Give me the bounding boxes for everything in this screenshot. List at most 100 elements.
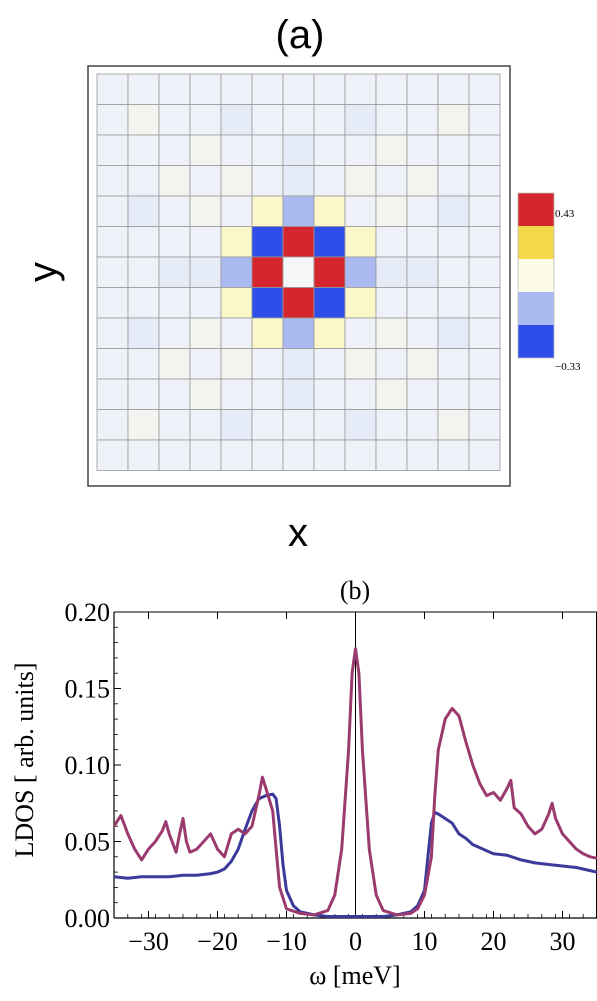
panel-b-label: (b)	[340, 576, 370, 605]
heatmap-cell	[220, 317, 253, 349]
heatmap-cell	[127, 226, 160, 258]
heatmap-cell	[282, 409, 315, 441]
heatmap-cell	[96, 439, 129, 471]
heatmap-cell	[96, 409, 129, 441]
heatmap-cell	[251, 256, 284, 288]
heatmap-cell	[437, 226, 470, 258]
colorbar-swatch	[518, 259, 554, 292]
heatmap-cell	[220, 287, 253, 319]
heatmap-cell	[375, 226, 408, 258]
heatmap-cell	[96, 104, 129, 136]
heatmap-cell	[220, 439, 253, 471]
heatmap-cell	[220, 348, 253, 380]
heatmap-cell	[313, 287, 346, 319]
heatmap-cell	[127, 317, 160, 349]
y-tick-label: 0.20	[65, 598, 111, 627]
heatmap-cell	[468, 439, 501, 471]
heatmap-cell	[220, 256, 253, 288]
heatmap-cell	[189, 134, 222, 166]
heatmap-cell	[127, 439, 160, 471]
heatmap-cell	[282, 439, 315, 471]
heatmap-cell	[251, 348, 284, 380]
heatmap-cell	[468, 256, 501, 288]
colorbar-swatch	[518, 226, 554, 259]
heatmap-cell	[282, 317, 315, 349]
heatmap-frame	[87, 65, 511, 487]
heatmap-cell	[468, 287, 501, 319]
y-tick-label: 0.00	[65, 904, 111, 933]
heatmap-cell	[344, 226, 377, 258]
heatmap-cell	[127, 165, 160, 197]
heatmap-cell	[313, 226, 346, 258]
heatmap-cell	[375, 195, 408, 227]
heatmap-cell	[406, 439, 439, 471]
heatmap-cell	[282, 165, 315, 197]
heatmap-cell	[468, 226, 501, 258]
heatmap-y-axis-label: y	[21, 262, 65, 282]
colorbar-swatch	[518, 325, 554, 358]
x-tick-label: −10	[266, 927, 307, 956]
heatmap-cell	[344, 73, 377, 105]
heatmap-cell	[313, 134, 346, 166]
heatmap-cell	[406, 348, 439, 380]
y-tick-label: 0.05	[65, 828, 111, 857]
colorbar-swatch	[518, 193, 554, 226]
y-tick-label: 0.10	[65, 751, 111, 780]
heatmap-cell	[158, 348, 191, 380]
heatmap-cell	[313, 73, 346, 105]
heatmap-cell	[313, 317, 346, 349]
x-tick-label: −20	[197, 927, 238, 956]
heatmap-cell	[127, 378, 160, 410]
heatmap-cell	[375, 287, 408, 319]
heatmap-cell	[127, 134, 160, 166]
heatmap-cell	[158, 378, 191, 410]
x-tick-label: 20	[481, 927, 507, 956]
heatmap-cell	[406, 226, 439, 258]
heatmap-cell	[375, 134, 408, 166]
heatmap-cell	[96, 256, 129, 288]
heatmap-cell	[158, 256, 191, 288]
line-chart-y-axis-label: LDOS [ arb. units]	[10, 663, 39, 858]
heatmap-cell	[189, 348, 222, 380]
colorbar-frame	[517, 192, 555, 359]
heatmap-cell	[437, 73, 470, 105]
heatmap-cell	[437, 378, 470, 410]
heatmap-cell	[344, 165, 377, 197]
heatmap-cell	[251, 104, 284, 136]
heatmap-cell	[375, 378, 408, 410]
heatmap-cell	[406, 409, 439, 441]
heatmap-cell	[437, 104, 470, 136]
heatmap-cell	[375, 73, 408, 105]
heatmap-cell	[468, 104, 501, 136]
heatmap-cell	[189, 256, 222, 288]
heatmap-cell	[96, 378, 129, 410]
heatmap-cell	[189, 226, 222, 258]
heatmap-cell	[282, 134, 315, 166]
line-chart-x-axis-label: ω [meV]	[309, 961, 400, 990]
heatmap-cell	[468, 134, 501, 166]
heatmap-cell	[406, 134, 439, 166]
heatmap-cell	[96, 226, 129, 258]
heatmap-cell	[313, 348, 346, 380]
heatmap-cell	[344, 409, 377, 441]
heatmap-cell	[251, 165, 284, 197]
heatmap-cell	[189, 317, 222, 349]
heatmap-cell	[468, 378, 501, 410]
heatmap-cell	[251, 73, 284, 105]
x-tick-label: −30	[128, 927, 169, 956]
heatmap-cell	[437, 134, 470, 166]
heatmap-cell	[437, 165, 470, 197]
heatmap-cell	[220, 409, 253, 441]
heatmap-cell	[282, 226, 315, 258]
heatmap-cell	[375, 165, 408, 197]
heatmap-cell	[189, 287, 222, 319]
heatmap-cell	[220, 165, 253, 197]
heatmap-cell	[437, 348, 470, 380]
heatmap-cell	[127, 256, 160, 288]
heatmap-cell	[375, 256, 408, 288]
heatmap-cell	[437, 409, 470, 441]
heatmap-cell	[437, 195, 470, 227]
heatmap-cell	[158, 195, 191, 227]
heatmap-cell	[251, 439, 284, 471]
heatmap-cell	[220, 226, 253, 258]
